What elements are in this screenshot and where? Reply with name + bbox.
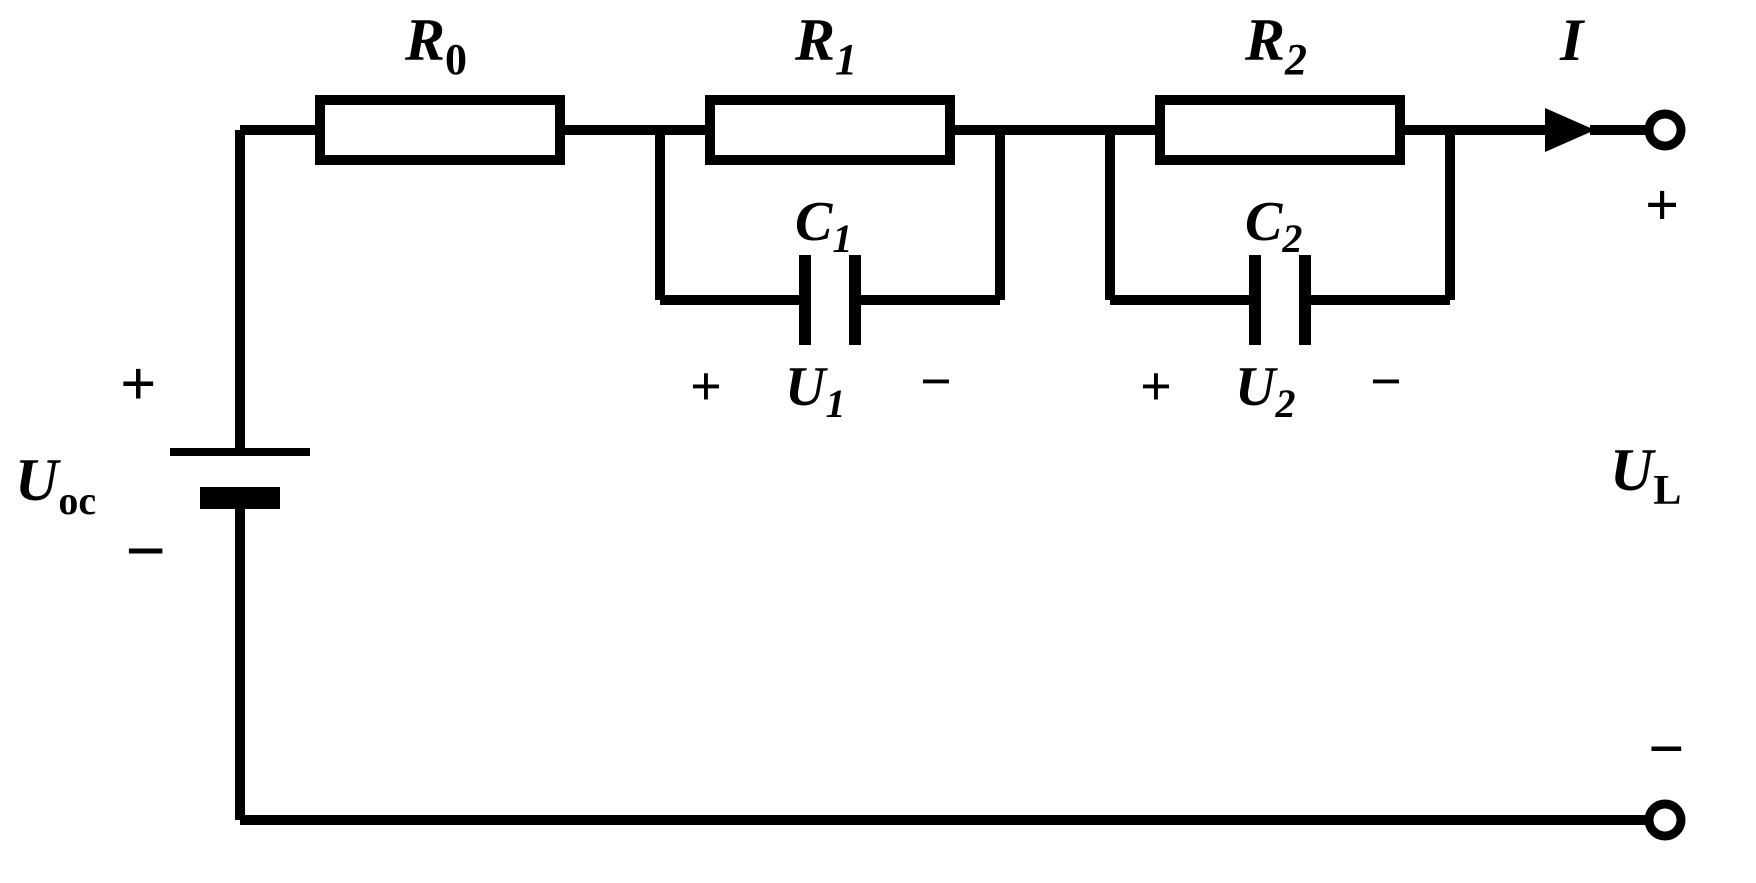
u2-plus: + bbox=[1140, 356, 1172, 418]
label-U2: U2 bbox=[1235, 356, 1295, 426]
label-R0: R0 bbox=[404, 7, 467, 84]
resistor-R0 bbox=[320, 100, 560, 160]
u1-plus: + bbox=[690, 356, 722, 418]
terminal-top bbox=[1649, 114, 1681, 146]
terminal-minus: − bbox=[1648, 713, 1684, 784]
u2-minus: − bbox=[1370, 351, 1402, 413]
current-arrow-icon bbox=[1545, 108, 1595, 152]
label-UL: UL bbox=[1610, 437, 1681, 514]
u1-minus: − bbox=[920, 351, 952, 413]
label-R2: R2 bbox=[1244, 7, 1307, 84]
resistor-R1 bbox=[710, 100, 950, 160]
label-U1: U1 bbox=[785, 356, 845, 426]
source-plus: + bbox=[120, 348, 156, 419]
source-minus: − bbox=[125, 511, 166, 591]
circuit-diagram: R0 R1 R2 I C1 C2 + U1 − + U2 − + − Uoc +… bbox=[0, 0, 1756, 883]
label-Uoc: Uoc bbox=[15, 447, 96, 523]
label-C1: C1 bbox=[795, 191, 852, 261]
label-I: I bbox=[1559, 7, 1586, 73]
terminal-bottom bbox=[1649, 804, 1681, 836]
label-R1: R1 bbox=[794, 7, 857, 84]
resistor-R2 bbox=[1160, 100, 1400, 160]
terminal-plus: + bbox=[1645, 172, 1679, 238]
label-C2: C2 bbox=[1245, 191, 1302, 261]
